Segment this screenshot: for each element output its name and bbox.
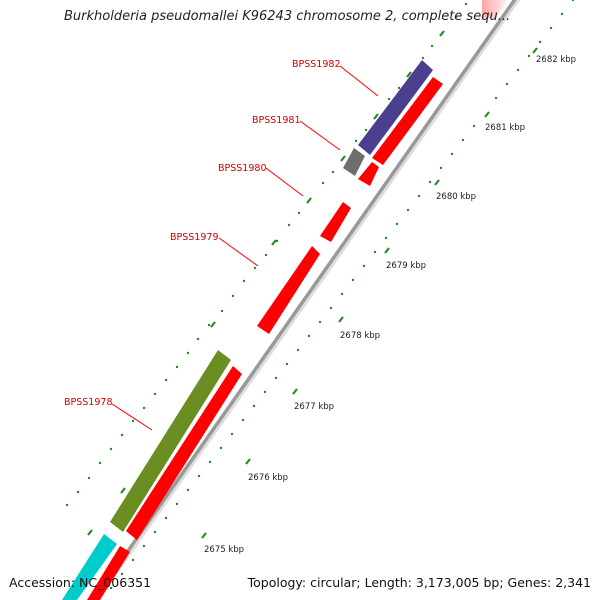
gene-arrow-strand-a xyxy=(372,77,443,165)
tick-label-2679: 2679 kbp xyxy=(386,261,426,271)
inner-scale-dots xyxy=(109,0,575,590)
gene-arrow-bpss1980 xyxy=(320,202,351,242)
gene-label-bpss1980: BPSS1980 xyxy=(218,163,266,174)
backbone xyxy=(91,0,517,600)
gene-arrow-bpss1982 xyxy=(358,60,433,155)
gene-label-bpss1978: BPSS1978 xyxy=(64,397,112,408)
gene-arrow-bpss1979 xyxy=(257,246,320,334)
tick-label-2677: 2677 kbp xyxy=(294,402,334,412)
accession-label: Accession: NC_006351 xyxy=(9,575,152,590)
gene-arrow-strand-b xyxy=(358,162,379,186)
sequence-title: Burkholderia pseudomallei K96243 chromos… xyxy=(64,9,511,24)
gene-arrow-bpss1978 xyxy=(110,350,231,532)
outer-scale-dashes xyxy=(87,30,445,536)
gene-arrow-strand-c xyxy=(126,366,242,540)
tick-label-2676: 2676 kbp xyxy=(248,473,288,483)
tick-label-2678: 2678 kbp xyxy=(340,331,380,341)
tick-label-2680: 2680 kbp xyxy=(436,192,476,202)
gene-labels: BPSS1982 BPSS1981 BPSS1980 BPSS1979 BPSS… xyxy=(64,59,340,408)
label-lines xyxy=(111,65,379,431)
inner-scale-ticks xyxy=(201,47,538,539)
tick-label-2681: 2681 kbp xyxy=(485,123,525,133)
gene-arrow-bpss1981 xyxy=(343,148,365,176)
tick-labels: 2682 kbp 2681 kbp 2680 kbp 2679 kbp 2678… xyxy=(204,55,576,555)
gene-arrow-strand-d xyxy=(87,546,130,600)
gene-features xyxy=(62,60,433,600)
tick-label-2682: 2682 kbp xyxy=(536,55,576,65)
genome-summary: Topology: circular; Length: 3,173,005 bp… xyxy=(247,575,591,590)
faded-feature-top xyxy=(482,0,508,18)
cds-features xyxy=(87,0,508,600)
gene-label-bpss1979: BPSS1979 xyxy=(170,232,218,243)
gene-arrow-cyan xyxy=(62,534,117,600)
outer-scale-dots xyxy=(65,2,468,507)
tick-label-2675: 2675 kbp xyxy=(204,545,244,555)
gene-label-bpss1982: BPSS1982 xyxy=(292,59,340,70)
gene-label-bpss1981: BPSS1981 xyxy=(252,115,300,126)
